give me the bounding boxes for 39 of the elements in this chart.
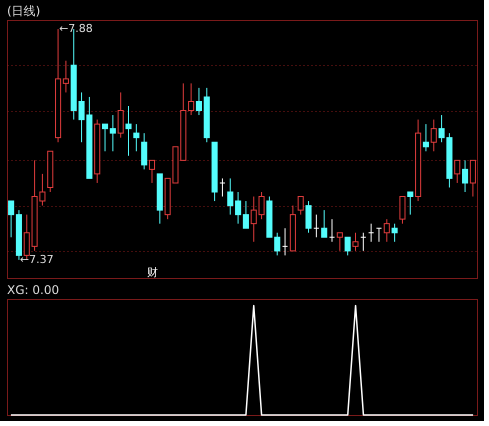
candlestick (376, 228, 382, 242)
annotation: ←7.88 (59, 22, 93, 36)
candlestick (399, 196, 406, 224)
candlestick (298, 196, 304, 216)
candlestick (242, 200, 249, 229)
candlestick (407, 192, 414, 216)
candlestick (336, 232, 343, 252)
candlestick (368, 223, 374, 242)
candlestick (110, 114, 116, 152)
candlestick (148, 160, 156, 184)
candlestick (344, 236, 351, 256)
candlestick (8, 200, 14, 238)
candlestick (313, 214, 320, 238)
candlestick (118, 92, 124, 138)
candlestick (430, 119, 437, 152)
candlestick (328, 218, 336, 242)
candlestick (360, 232, 366, 252)
candlestick (384, 218, 390, 242)
annotation: 财 (147, 266, 158, 279)
candlestick (133, 124, 140, 152)
candlestick (282, 228, 288, 256)
candlestick (125, 106, 132, 156)
chart-title: XG: 0.00 (7, 283, 60, 297)
chart-title: (日线) (7, 4, 40, 18)
candlestick (305, 200, 312, 234)
candlestick (422, 124, 429, 152)
candlestick (102, 124, 108, 152)
candlestick (321, 210, 328, 238)
candlestick (39, 173, 46, 206)
candlestick (454, 160, 460, 184)
candlestick (141, 132, 148, 170)
candlestick (62, 60, 69, 93)
annotation: ←7.37 (20, 252, 54, 266)
candlestick (462, 160, 468, 192)
candlestick (392, 223, 398, 242)
candlestick (219, 178, 226, 198)
candlestick (438, 114, 445, 143)
candlestick (352, 232, 359, 252)
candlestick (470, 160, 476, 198)
